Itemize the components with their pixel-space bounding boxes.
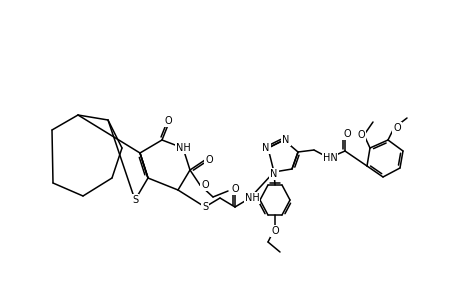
Text: N: N bbox=[282, 135, 289, 145]
Text: O: O bbox=[342, 129, 350, 139]
Text: O: O bbox=[356, 130, 364, 140]
Text: HN: HN bbox=[322, 153, 336, 163]
Text: O: O bbox=[231, 184, 238, 194]
Text: O: O bbox=[201, 180, 208, 190]
Text: S: S bbox=[202, 202, 207, 212]
Text: O: O bbox=[164, 116, 172, 126]
Text: O: O bbox=[392, 123, 400, 133]
Text: S: S bbox=[132, 195, 138, 205]
Text: N: N bbox=[262, 143, 269, 153]
Text: O: O bbox=[271, 226, 278, 236]
Text: NH: NH bbox=[244, 193, 259, 203]
Text: N: N bbox=[270, 169, 277, 179]
Text: O: O bbox=[205, 155, 213, 165]
Text: NH: NH bbox=[175, 143, 190, 153]
